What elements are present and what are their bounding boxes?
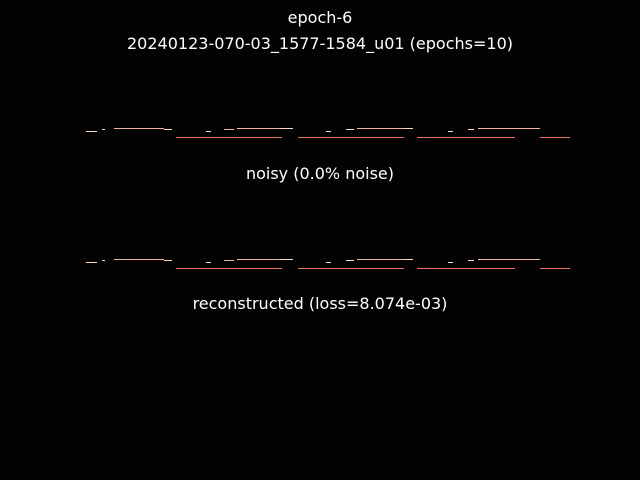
signal-segment: [281, 128, 293, 129]
signal-segment: [468, 129, 474, 130]
signal-segment: [164, 129, 172, 130]
signal-segment: [448, 131, 453, 132]
signal-segment: [281, 259, 293, 260]
epoch-title: epoch-6: [287, 8, 353, 27]
signal-segment: [357, 259, 405, 260]
signal-segment: [357, 128, 405, 129]
signal-segment: [478, 259, 540, 260]
noisy-image-strip: [86, 124, 570, 138]
reconstructed-caption: reconstructed (loss=8.074e-03): [192, 294, 448, 313]
signal-segment: [237, 128, 281, 129]
signal-segment: [448, 262, 453, 263]
signal-segment: [102, 129, 105, 130]
signal-segment: [86, 131, 97, 132]
signal-segment: [237, 259, 281, 260]
signal-segment: [417, 137, 515, 138]
signal-segment: [405, 128, 413, 129]
signal-segment: [405, 259, 413, 260]
signal-segment: [326, 131, 331, 132]
signal-segment: [540, 137, 570, 138]
signal-segment: [206, 131, 211, 132]
reconstructed-image: [86, 259, 570, 269]
signal-segment: [468, 260, 474, 261]
signal-segment: [114, 259, 164, 260]
signal-segment: [164, 260, 172, 261]
signal-segment: [326, 262, 331, 263]
noisy-image: [86, 128, 570, 138]
signal-segment: [346, 260, 354, 261]
signal-segment: [417, 268, 515, 269]
noisy-caption: noisy (0.0% noise): [245, 164, 395, 183]
signal-segment: [298, 137, 404, 138]
signal-segment: [478, 128, 540, 129]
run-title: 20240123-070-03_1577-1584_u01 (epochs=10…: [127, 34, 513, 53]
signal-segment: [86, 262, 97, 263]
reconstructed-image-strip: [86, 255, 570, 269]
signal-segment: [102, 260, 105, 261]
signal-segment: [298, 268, 404, 269]
signal-segment: [224, 129, 234, 130]
signal-segment: [176, 137, 282, 138]
signal-segment: [540, 268, 570, 269]
signal-segment: [224, 260, 234, 261]
signal-segment: [346, 129, 354, 130]
signal-segment: [176, 268, 282, 269]
signal-segment: [206, 262, 211, 263]
signal-segment: [114, 128, 164, 129]
